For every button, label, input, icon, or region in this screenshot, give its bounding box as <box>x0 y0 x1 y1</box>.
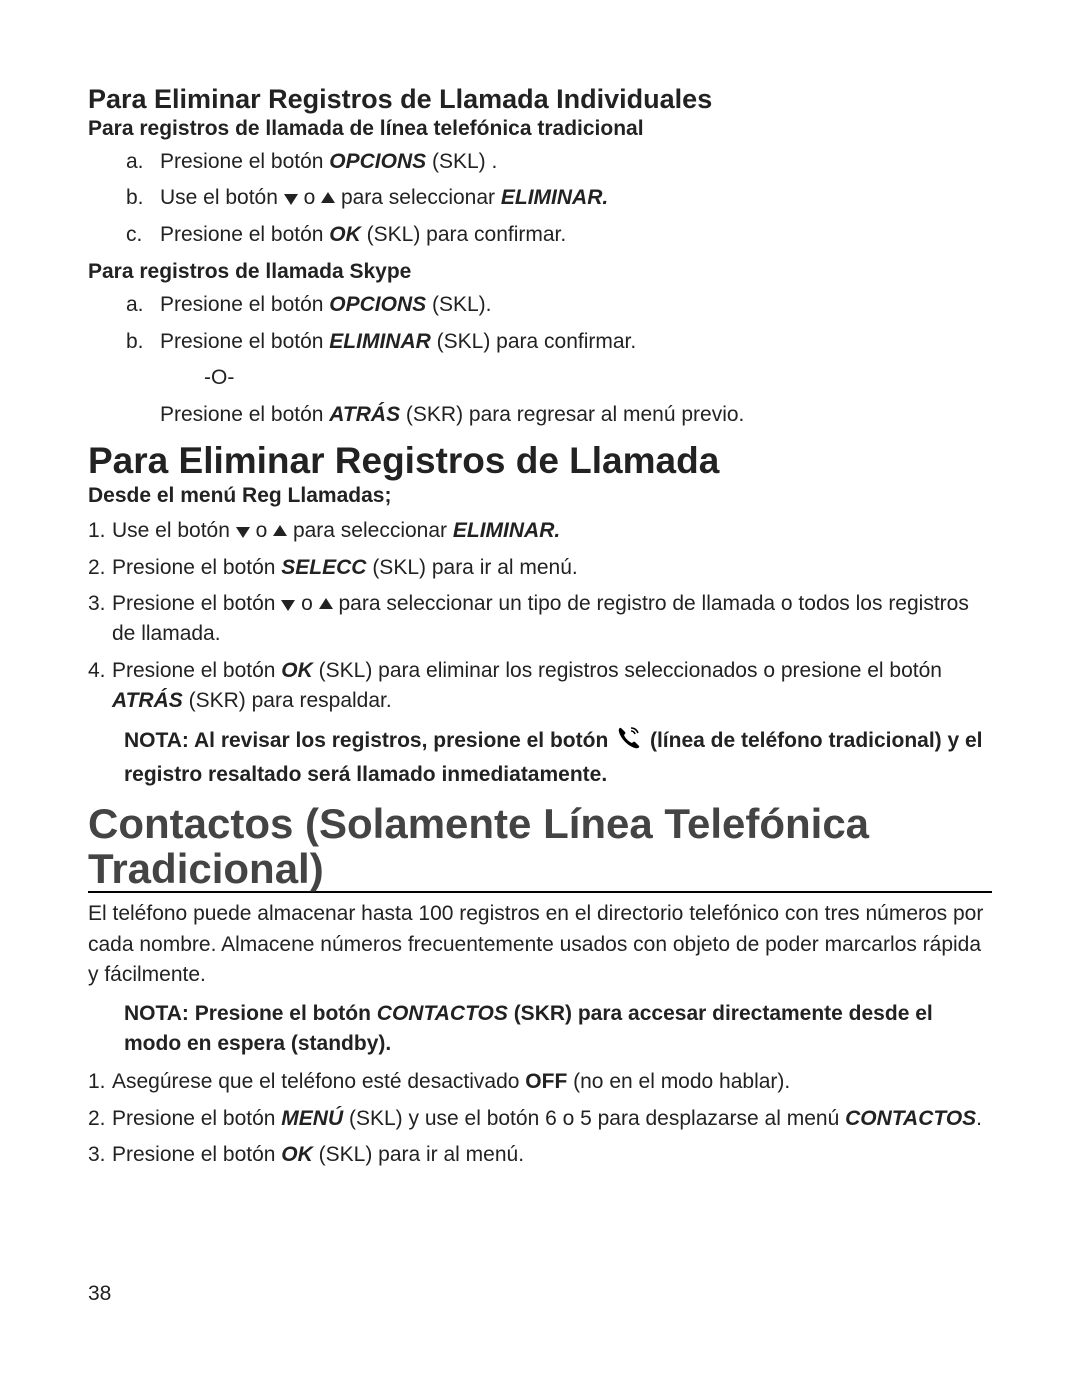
label-atras: ATRÁS <box>112 689 183 712</box>
or-separator: -O- <box>88 363 992 393</box>
text: (SKL) y use el botón 6 o 5 para desplaza… <box>343 1107 845 1130</box>
label-contactos: CONTACTOS <box>845 1107 976 1130</box>
list-item: Asegúrese que el teléfono esté desactiva… <box>112 1067 992 1097</box>
text: Presione el botón <box>112 659 281 682</box>
list-item: Presione el botón SELECC (SKL) para ir a… <box>112 553 992 583</box>
list-contacts-steps: Asegúrese que el teléfono esté desactiva… <box>88 1067 992 1170</box>
label-opcions: OPCIONS <box>329 293 426 316</box>
list-item: Use el botón o para seleccionar ELIMINAR… <box>112 516 992 546</box>
text: NOTA: Presione el botón <box>124 1002 377 1025</box>
label-atras: ATRÁS <box>329 403 400 426</box>
label-eliminar: ELIMINAR. <box>453 519 560 542</box>
label-eliminar: ELIMINAR <box>329 330 431 353</box>
text: Presione el botón <box>112 556 281 579</box>
list-item: Presione el botón o para seleccionar un … <box>112 589 992 650</box>
text: (no en el modo hablar). <box>567 1070 790 1093</box>
text: Presione el botón <box>160 293 329 316</box>
text: Presione el botón <box>112 1107 281 1130</box>
text: (SKL). <box>426 293 491 316</box>
text: o <box>298 186 321 209</box>
label-contactos: CONTACTOS <box>377 1002 508 1025</box>
label-ok: OK <box>281 1143 313 1166</box>
list-item: Use el botón o para seleccionar ELIMINAR… <box>160 183 992 213</box>
heading-delete-logs: Para Eliminar Registros de Llamada <box>88 440 992 482</box>
list-item: Presione el botón ELIMINAR (SKL) para co… <box>160 327 992 357</box>
text: Presione el botón <box>112 1143 281 1166</box>
label-eliminar: ELIMINAR. <box>501 186 608 209</box>
text: o <box>250 519 273 542</box>
heading-traditional-line: Para registros de llamada de línea telef… <box>88 117 992 141</box>
back-instruction: Presione el botón ATRÁS (SKR) para regre… <box>88 400 992 430</box>
list-item: Presione el botón OPCIONS (SKL). <box>160 290 992 320</box>
list-item: Presione el botón OPCIONS (SKL) . <box>160 147 992 177</box>
text: (SKL) para ir al menú. <box>366 556 577 579</box>
text: Use el botón <box>112 519 236 542</box>
text: (SKL) para ir al menú. <box>313 1143 524 1166</box>
text: Asegúrese que el teléfono esté desactiva… <box>112 1070 525 1093</box>
text: (SKL) . <box>426 150 497 173</box>
heading-delete-individual: Para Eliminar Registros de Llamada Indiv… <box>88 84 992 115</box>
heading-contacts: Contactos (Solamente Línea Telefónica Tr… <box>88 801 992 894</box>
text: para seleccionar <box>287 519 453 542</box>
text: . <box>976 1107 982 1130</box>
text: Presione el botón <box>160 403 329 426</box>
list-item: Presione el botón OK (SKL) para confirma… <box>160 220 992 250</box>
list-traditional: Presione el botón OPCIONS (SKL) . Use el… <box>88 147 992 250</box>
text: (SKR) para respaldar. <box>183 689 392 712</box>
up-arrow-icon <box>273 525 287 536</box>
contacts-intro: El teléfono puede almacenar hasta 100 re… <box>88 899 992 990</box>
text: NOTA: Al revisar los registros, presione… <box>124 729 614 752</box>
label-menu: MENÚ <box>281 1107 343 1130</box>
note-callback: NOTA: Al revisar los registros, presione… <box>88 725 992 791</box>
text: para seleccionar <box>335 186 501 209</box>
text: (SKL) para confirmar. <box>431 330 636 353</box>
up-arrow-icon <box>321 192 335 203</box>
text: (SKR) para regresar al menú previo. <box>400 403 744 426</box>
down-arrow-icon <box>281 600 295 611</box>
note-contacts-direct: NOTA: Presione el botón CONTACTOS (SKR) … <box>88 999 992 1060</box>
text: Presione el botón <box>160 330 329 353</box>
list-item: Presione el botón OK (SKL) para eliminar… <box>112 656 992 717</box>
phone-dial-icon <box>616 725 642 760</box>
list-skype: Presione el botón OPCIONS (SKL). Presion… <box>88 290 992 357</box>
list-delete-logs: Use el botón o para seleccionar ELIMINAR… <box>88 516 992 717</box>
down-arrow-icon <box>284 194 298 205</box>
text: o <box>295 592 318 615</box>
heading-from-menu: Desde el menú Reg Llamadas; <box>88 484 992 508</box>
text: Presione el botón <box>160 223 329 246</box>
label-selecc: SELECC <box>281 556 366 579</box>
text: Presione el botón <box>112 592 281 615</box>
text: Use el botón <box>160 186 284 209</box>
list-item: Presione el botón MENÚ (SKL) y use el bo… <box>112 1104 992 1134</box>
label-opcions: OPCIONS <box>329 150 426 173</box>
text: Presione el botón <box>160 150 329 173</box>
up-arrow-icon <box>319 598 333 609</box>
down-arrow-icon <box>236 527 250 538</box>
text: (SKL) para eliminar los registros selecc… <box>313 659 942 682</box>
label-off: OFF <box>525 1070 567 1093</box>
document-page: Para Eliminar Registros de Llamada Indiv… <box>0 0 1080 1171</box>
label-ok: OK <box>281 659 313 682</box>
page-number: 38 <box>88 1282 111 1306</box>
label-ok: OK <box>329 223 361 246</box>
list-item: Presione el botón OK (SKL) para ir al me… <box>112 1140 992 1170</box>
text: (SKL) para confirmar. <box>361 223 566 246</box>
heading-skype-line: Para registros de llamada Skype <box>88 260 992 284</box>
